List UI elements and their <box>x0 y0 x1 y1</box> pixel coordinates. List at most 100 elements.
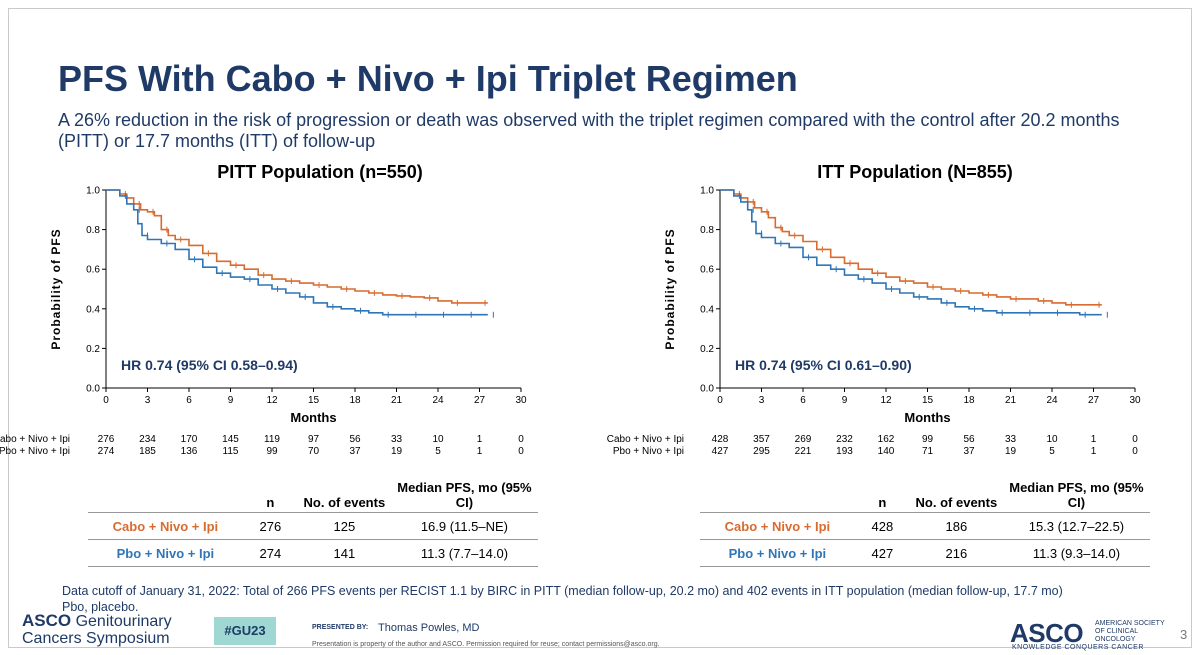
risk-number: 19 <box>390 446 403 457</box>
property-note: Presentation is property of the author a… <box>312 641 660 648</box>
risk-number: 276 <box>97 434 115 445</box>
summary-arm-cabo: Cabo + Nivo + Ipi <box>700 512 855 540</box>
summary-median: 15.3 (12.7–22.5) <box>1002 512 1150 540</box>
summary-n: 276 <box>242 512 298 540</box>
risk-number: 37 <box>963 446 975 457</box>
y-axis-title: Probability of PFS <box>663 228 677 349</box>
pbo-series-line <box>106 189 488 316</box>
hashtag-badge: #GU23 <box>214 617 276 645</box>
summary-n: 428 <box>854 512 910 540</box>
y-tick-label: 0.0 <box>86 384 100 395</box>
risk-row-label: Cabo + Nivo + Ipi <box>0 434 70 445</box>
x-tick-label: 30 <box>515 395 527 406</box>
risk-number: 221 <box>794 446 812 457</box>
x-tick-label: 6 <box>800 395 806 406</box>
summary-events: 216 <box>909 539 1003 567</box>
summary-arm-pbo: Pbo + Nivo + Ipi <box>700 539 855 567</box>
presented-by-label: PRESENTED BY: <box>312 624 369 631</box>
x-axis-title: Months <box>904 410 950 425</box>
summary-header-events: No. of events <box>303 495 386 510</box>
summary-n: 427 <box>854 539 910 567</box>
risk-number: 97 <box>307 434 320 445</box>
risk-number: 56 <box>963 434 975 445</box>
x-tick-label: 21 <box>1005 395 1017 406</box>
x-tick-label: 3 <box>759 395 765 406</box>
summary-median: 16.9 (11.5–NE) <box>390 512 538 540</box>
summary-header-median: Median PFS, mo (95% CI) <box>397 480 532 510</box>
x-tick-label: 15 <box>922 395 934 406</box>
itt-panel-title: ITT Population (N=855) <box>817 162 1013 182</box>
x-tick-label: 9 <box>842 395 848 406</box>
x-tick-label: 15 <box>308 395 320 406</box>
asco-tagline: KNOWLEDGE CONQUERS CANCER <box>1012 644 1144 651</box>
risk-number: 56 <box>349 434 361 445</box>
risk-number: 10 <box>432 434 444 445</box>
risk-number: 357 <box>753 434 770 445</box>
summary-arm-pbo: Pbo + Nivo + Ipi <box>88 539 243 567</box>
y-tick-label: 0.4 <box>700 304 714 315</box>
risk-number: 37 <box>349 446 361 457</box>
summary-events: 125 <box>297 512 391 540</box>
x-tick-label: 24 <box>432 395 444 406</box>
risk-row-label: Pbo + Nivo + Ipi <box>0 446 70 457</box>
slide-title: PFS With Cabo + Nivo + Ipi Triplet Regim… <box>58 58 798 99</box>
x-tick-label: 0 <box>717 395 723 406</box>
risk-number: 1 <box>476 446 483 457</box>
risk-number: 170 <box>180 434 198 445</box>
risk-number: 70 <box>307 446 320 457</box>
x-tick-label: 6 <box>186 395 192 406</box>
slide-frame <box>8 8 1192 648</box>
risk-number: 145 <box>222 434 239 445</box>
risk-number: 1 <box>1090 434 1097 445</box>
risk-number: 10 <box>1046 434 1058 445</box>
risk-row-label: Cabo + Nivo + Ipi <box>606 434 684 445</box>
y-tick-label: 0.8 <box>700 225 714 236</box>
summary-n: 274 <box>242 539 298 567</box>
x-tick-label: 12 <box>266 395 278 406</box>
x-tick-label: 3 <box>145 395 151 406</box>
summary-header-arm <box>700 478 855 513</box>
y-axis-title: Probability of PFS <box>49 228 63 349</box>
summary-median: 11.3 (7.7–14.0) <box>390 539 538 567</box>
pitt-km-chart: 0.0 0.2 0.4 0.6 0.8 1.0 0 3 6 9 12 15 18 21 24 27 30 Prob… <box>49 186 527 426</box>
x-tick-label: 9 <box>228 395 234 406</box>
x-tick-label: 21 <box>391 395 403 406</box>
summary-header-n: n <box>266 495 275 510</box>
table-row: Cabo + Nivo + Ipi 428 186 15.3 (12.7–22.… <box>700 512 1150 540</box>
x-axis-title: Months <box>290 410 336 425</box>
summary-header-n: n <box>878 495 887 510</box>
x-tick-label: 0 <box>103 395 109 406</box>
risk-number: 0 <box>518 446 524 457</box>
risk-number: 1 <box>1090 446 1097 457</box>
asco-logo: ASCO <box>1010 618 1084 648</box>
risk-number: 0 <box>518 434 524 445</box>
x-tick-label: 27 <box>474 395 486 406</box>
y-tick-label: 0.2 <box>700 344 714 355</box>
risk-number: 115 <box>222 446 239 457</box>
hr-annotation: HR 0.74 (95% CI 0.58–0.94) <box>121 357 298 373</box>
risk-number: 0 <box>1132 446 1138 457</box>
risk-number: 193 <box>836 446 853 457</box>
risk-number: 0 <box>1132 434 1138 445</box>
risk-number: 33 <box>1004 434 1017 445</box>
y-tick-label: 1.0 <box>86 186 100 197</box>
page-number: 3 <box>1180 627 1188 642</box>
asco-society-name: AMERICAN SOCIETY OF CLINICAL ONCOLOGY <box>1095 620 1165 643</box>
risk-number: 427 <box>711 446 729 457</box>
summary-header-arm <box>88 478 243 513</box>
pitt-risk-table: Cabo + Nivo + Ipi 276 234 170 145 119 97 56 33 10… <box>0 434 560 464</box>
x-tick-label: 18 <box>349 395 361 406</box>
summary-events: 141 <box>297 539 391 567</box>
risk-number: 99 <box>266 446 278 457</box>
risk-number: 1 <box>476 434 483 445</box>
risk-row-label: Pbo + Nivo + Ipi <box>612 446 684 457</box>
x-tick-label: 18 <box>963 395 975 406</box>
y-tick-label: 0.8 <box>86 225 100 236</box>
risk-number: 33 <box>390 434 403 445</box>
asco-gu-logo-symposium: Cancers Symposium <box>22 630 170 647</box>
cabo-series-line <box>106 189 488 304</box>
risk-number: 234 <box>139 434 156 445</box>
risk-number: 295 <box>753 446 770 457</box>
footnote-line-1: Data cutoff of January 31, 2022: Total o… <box>62 584 1063 598</box>
footnote: Data cutoff of January 31, 2022: Total o… <box>62 583 1162 615</box>
